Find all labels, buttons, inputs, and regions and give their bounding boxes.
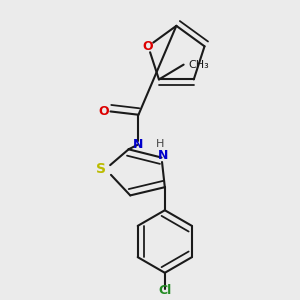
Text: S: S: [96, 162, 106, 176]
Text: H: H: [156, 140, 164, 149]
Text: N: N: [133, 138, 144, 151]
Text: N: N: [158, 149, 168, 162]
Text: Cl: Cl: [158, 284, 171, 297]
Text: CH₃: CH₃: [189, 60, 209, 70]
Text: O: O: [98, 105, 109, 118]
Text: O: O: [143, 40, 154, 53]
